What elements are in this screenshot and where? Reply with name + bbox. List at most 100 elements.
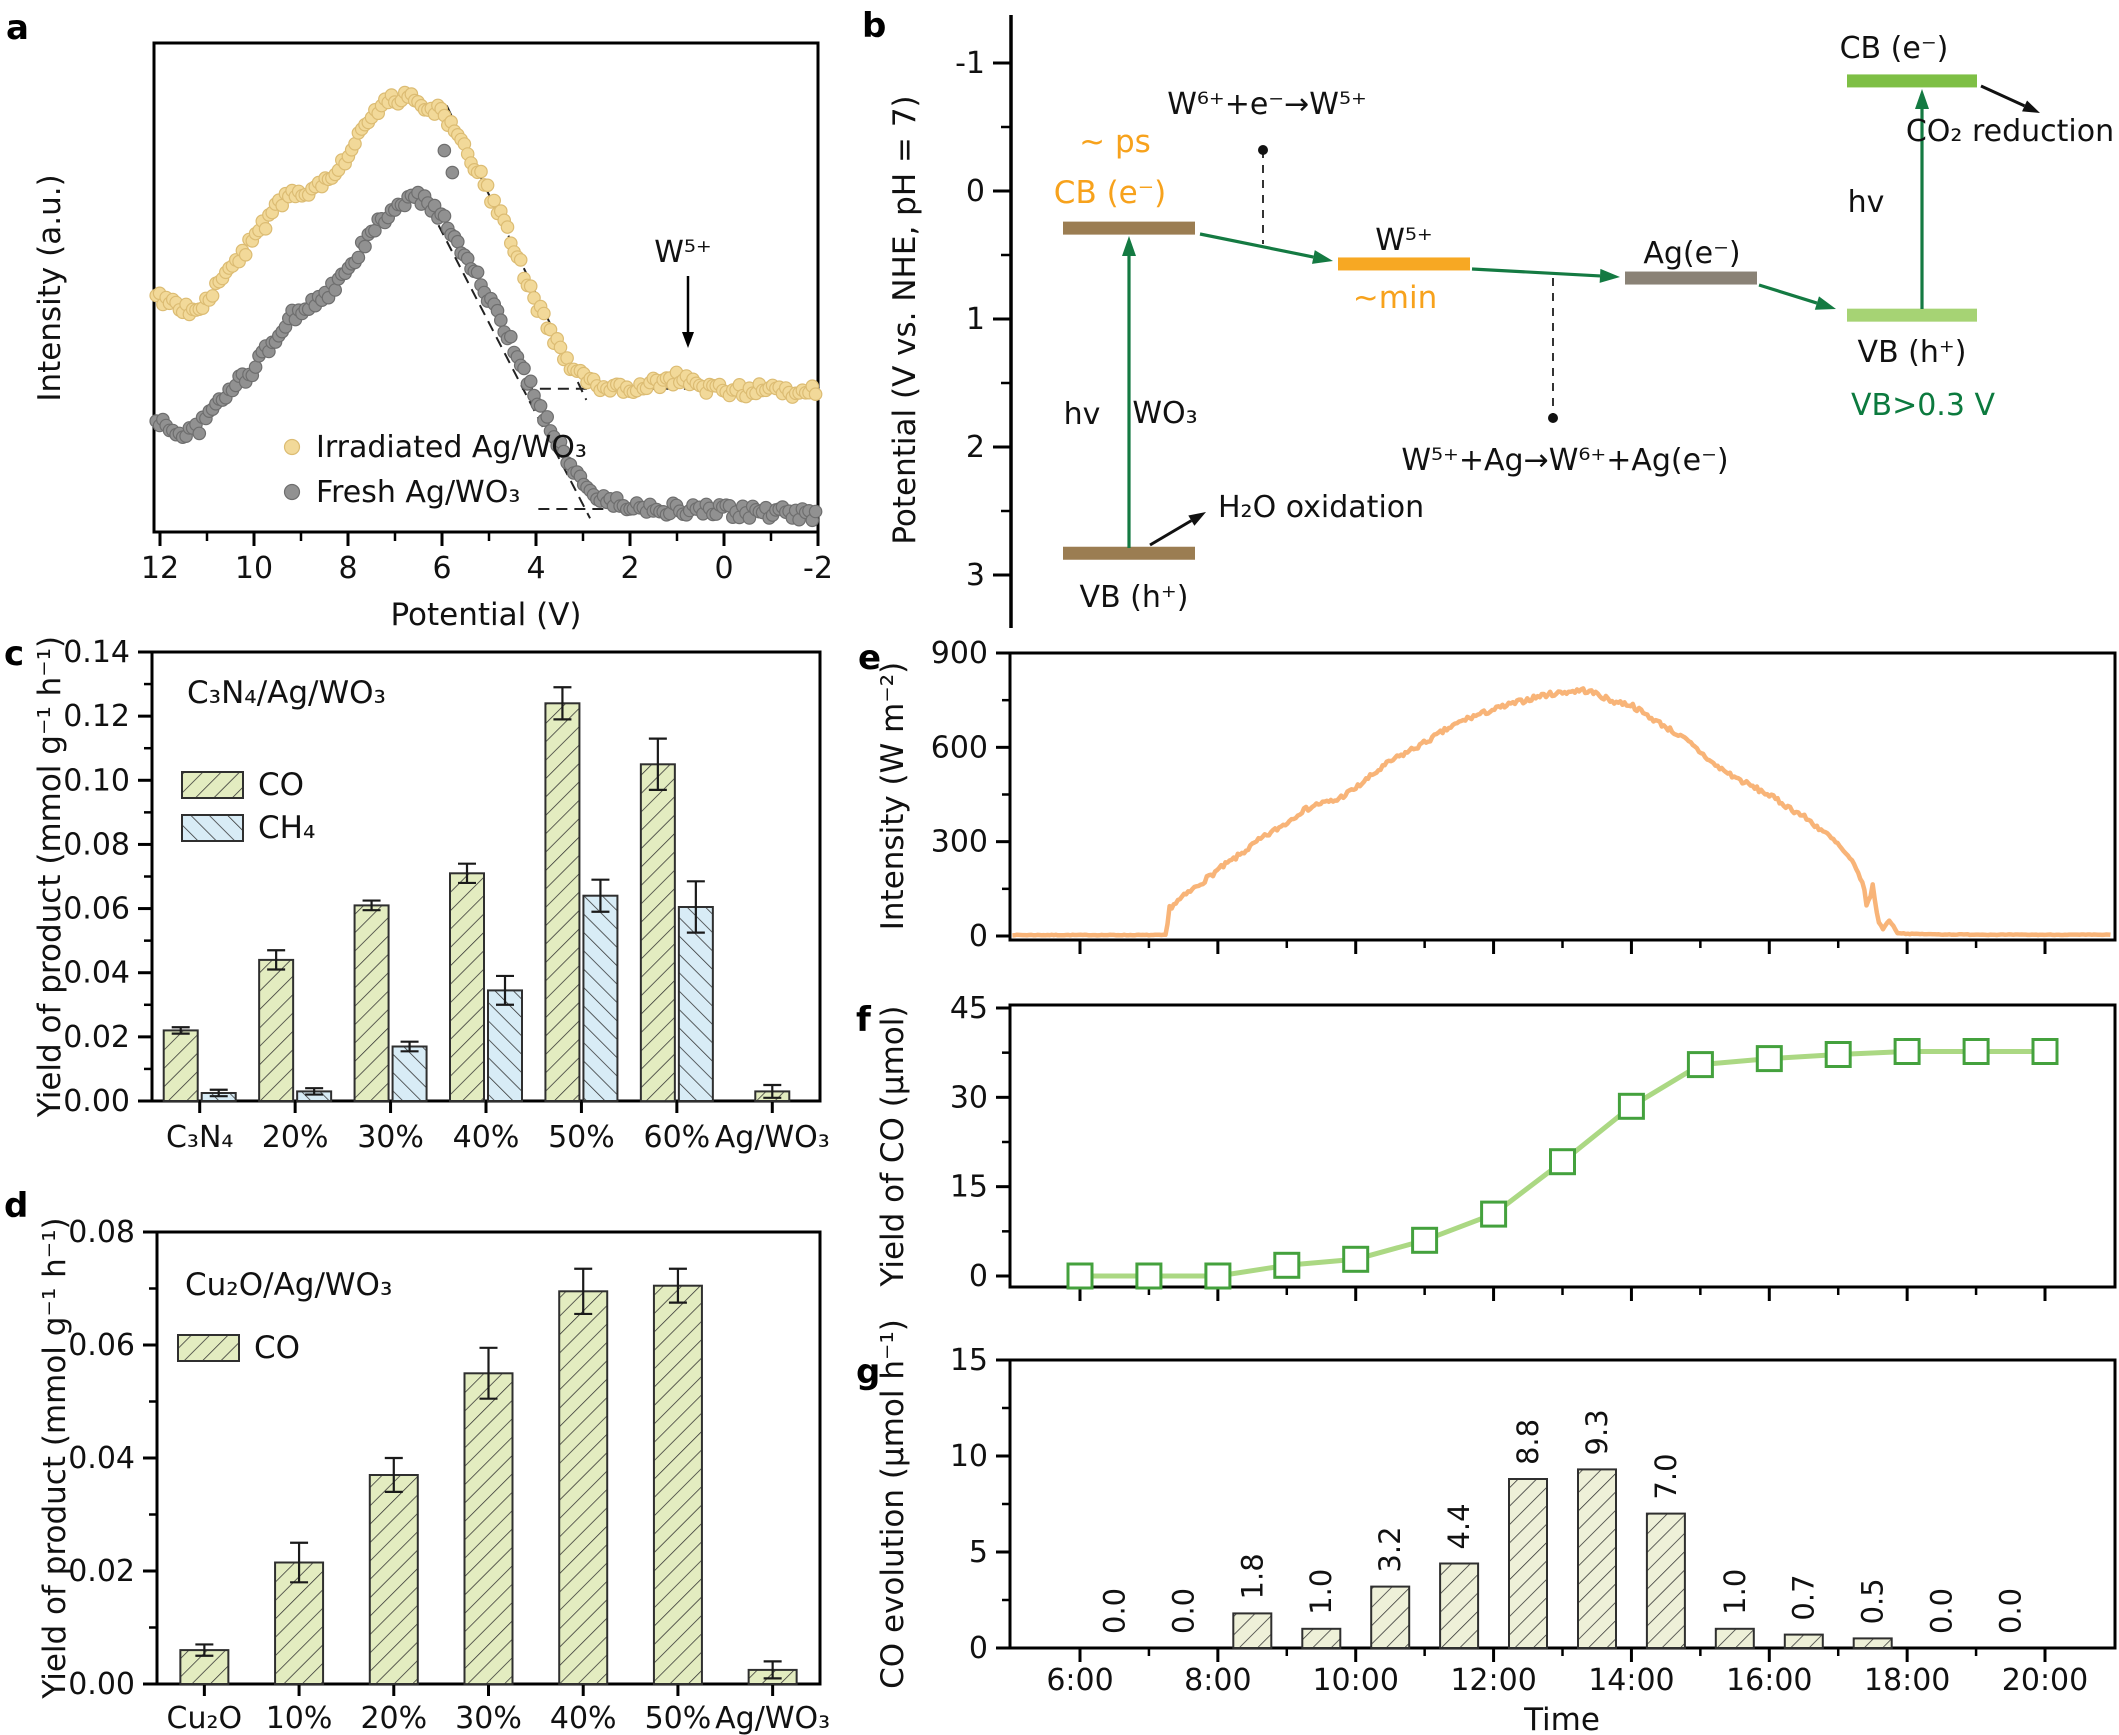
chart-title: C₃N₄/Ag/WO₃ (187, 675, 386, 711)
y-axis-title: Potential (V vs. NHE, pH = 7) (887, 95, 923, 544)
bar (677, 906, 714, 1102)
diagram-label: Ag(e⁻) (1643, 236, 1740, 271)
y-tick-label: 0.06 (63, 892, 130, 927)
error-bar (400, 1040, 419, 1053)
bar (1714, 1627, 1755, 1650)
bar-value-label: 0.5 (1856, 1578, 1890, 1624)
bar (1370, 1585, 1411, 1649)
bar-value-label: 0.0 (1097, 1588, 1131, 1634)
x-axis: Cu₂O 10% 20% 30% 40% 50% Ag/WO₃ (167, 1684, 830, 1735)
y-tick-label: 0.12 (63, 699, 130, 734)
diagram-label: WO₃ (1132, 396, 1197, 431)
level-ag-electron (1625, 271, 1757, 285)
y-axis: 0 15 30 45 (950, 991, 1010, 1294)
plot-frame (152, 41, 820, 534)
panel-f-chart: 0 15 30 45 Yield of CO (µmol) (875, 991, 2117, 1301)
diagram-label: W⁵⁺ (1375, 223, 1433, 258)
panel-e-chart: 0 300 600 900 Intensity (W m⁻²) (875, 636, 2117, 954)
x-tick-label: 18:00 (1864, 1663, 1950, 1698)
y-tick-label: 0.00 (68, 1667, 135, 1702)
panel-g-chart: 0 5 10 15 6:00 8:00 10:00 12:00 14:00 16:00 18:00 2… (875, 1319, 2117, 1735)
legend: CO (177, 1330, 300, 1366)
y-tick-label: 5 (969, 1535, 988, 1570)
bar (1508, 1478, 1548, 1649)
level-w5plus (1338, 257, 1470, 271)
bar-value-label: 4.4 (1442, 1503, 1476, 1549)
irradiance-line (1012, 686, 2111, 938)
diagram-label: hv (1848, 185, 1885, 220)
series-irradiated-agwo3 (149, 85, 823, 404)
x-tick-label: 16:00 (1726, 1663, 1812, 1698)
level-wo3-vb (1063, 546, 1195, 560)
bar (582, 894, 619, 1103)
y-tick-label: 45 (950, 991, 988, 1026)
x-axis-title: Potential (V) (390, 597, 581, 633)
y-tick-label: 10 (950, 1439, 988, 1474)
bar-value-label: 0.0 (1166, 1588, 1200, 1634)
diagram-label: VB>0.3 V (1851, 388, 1995, 423)
x-tick-label: 14:00 (1588, 1663, 1674, 1698)
x-tick-label: 10% (266, 1701, 333, 1735)
plot-frame (1008, 651, 2117, 942)
data-point-marker (1686, 1051, 1714, 1079)
y-tick-label: 0 (969, 1631, 988, 1666)
bar (1783, 1633, 1824, 1649)
x-tick-label: 0 (714, 551, 733, 586)
y-tick-label: 600 (931, 730, 988, 765)
energy-levels (1063, 74, 1977, 560)
y-tick-label: 0.02 (63, 1020, 130, 1055)
bar (353, 904, 390, 1103)
legend-label: CH₄ (258, 810, 315, 846)
y-tick-label: 1 (966, 302, 985, 337)
dashed-connectors (1258, 145, 1558, 423)
x-tick-label: 60% (644, 1120, 711, 1155)
legend-label: Fresh Ag/WO₃ (316, 475, 520, 510)
bar-value-label: 0.7 (1787, 1574, 1821, 1620)
data-point-marker (1962, 1038, 1990, 1065)
bar (487, 989, 523, 1103)
diagram-label: CB (e⁻) (1054, 175, 1166, 211)
bar (162, 1029, 199, 1103)
x-axis: C₃N₄ 20% 30% 40% 50% 60% Ag/WO₃ (166, 1101, 830, 1155)
diagram-label: ~ ps (1079, 124, 1151, 160)
panel-label-g: g (856, 1352, 881, 1392)
x-axis-title: Time (1523, 1702, 1600, 1735)
error-bar (458, 862, 476, 885)
bar (544, 702, 581, 1102)
y-tick-label: 0.04 (63, 956, 130, 991)
x-tick-label: Ag/WO₃ (715, 1701, 830, 1735)
level-photocat-cb (1847, 74, 1977, 88)
panel-d-chart: 0.00 0.02 0.04 0.06 0.08 Cu₂O 10% 20% 30% 40% 50% A… (37, 1215, 830, 1735)
data-point-marker (1204, 1262, 1232, 1290)
series-ch4 (200, 878, 714, 1103)
bar (391, 1045, 428, 1102)
y-tick-label: 3 (966, 558, 985, 593)
diagram-label: VB (h⁺) (1080, 580, 1189, 615)
data-point-marker (1549, 1148, 1576, 1176)
panel-label-e: e (858, 638, 882, 678)
panel-label-c: c (4, 634, 25, 674)
x-tick-label: 20% (262, 1120, 329, 1155)
legend-swatch (181, 814, 244, 842)
markers (1066, 1038, 2059, 1290)
bar (368, 1474, 419, 1685)
panel-c-chart: 0.00 0.02 0.04 0.06 0.08 0.10 0.12 0.14 C₃N₄ 20% 3… (32, 635, 830, 1155)
series-fresh-agwo3 (149, 143, 823, 528)
y-axis-title: Yield of CO (µmol) (875, 1006, 911, 1288)
diagram-label: CO₂ reduction (1906, 114, 2114, 149)
data-point-marker (1617, 1092, 1645, 1120)
bar (639, 763, 676, 1103)
bar (258, 958, 295, 1103)
x-tick-label: 6:00 (1046, 1663, 1113, 1698)
bar-value-label: 3.2 (1373, 1526, 1407, 1572)
y-tick-label: 15 (950, 1343, 988, 1378)
y-tick-label: 2 (966, 430, 985, 465)
legend-label: Irradiated Ag/WO₃ (316, 430, 587, 465)
y-tick-label: 30 (950, 1080, 988, 1115)
diagram-label: H₂O oxidation (1218, 490, 1424, 525)
data-point-marker (1480, 1200, 1508, 1228)
y-tick-label: 900 (931, 636, 988, 671)
plot-frame (1008, 1003, 2117, 1289)
